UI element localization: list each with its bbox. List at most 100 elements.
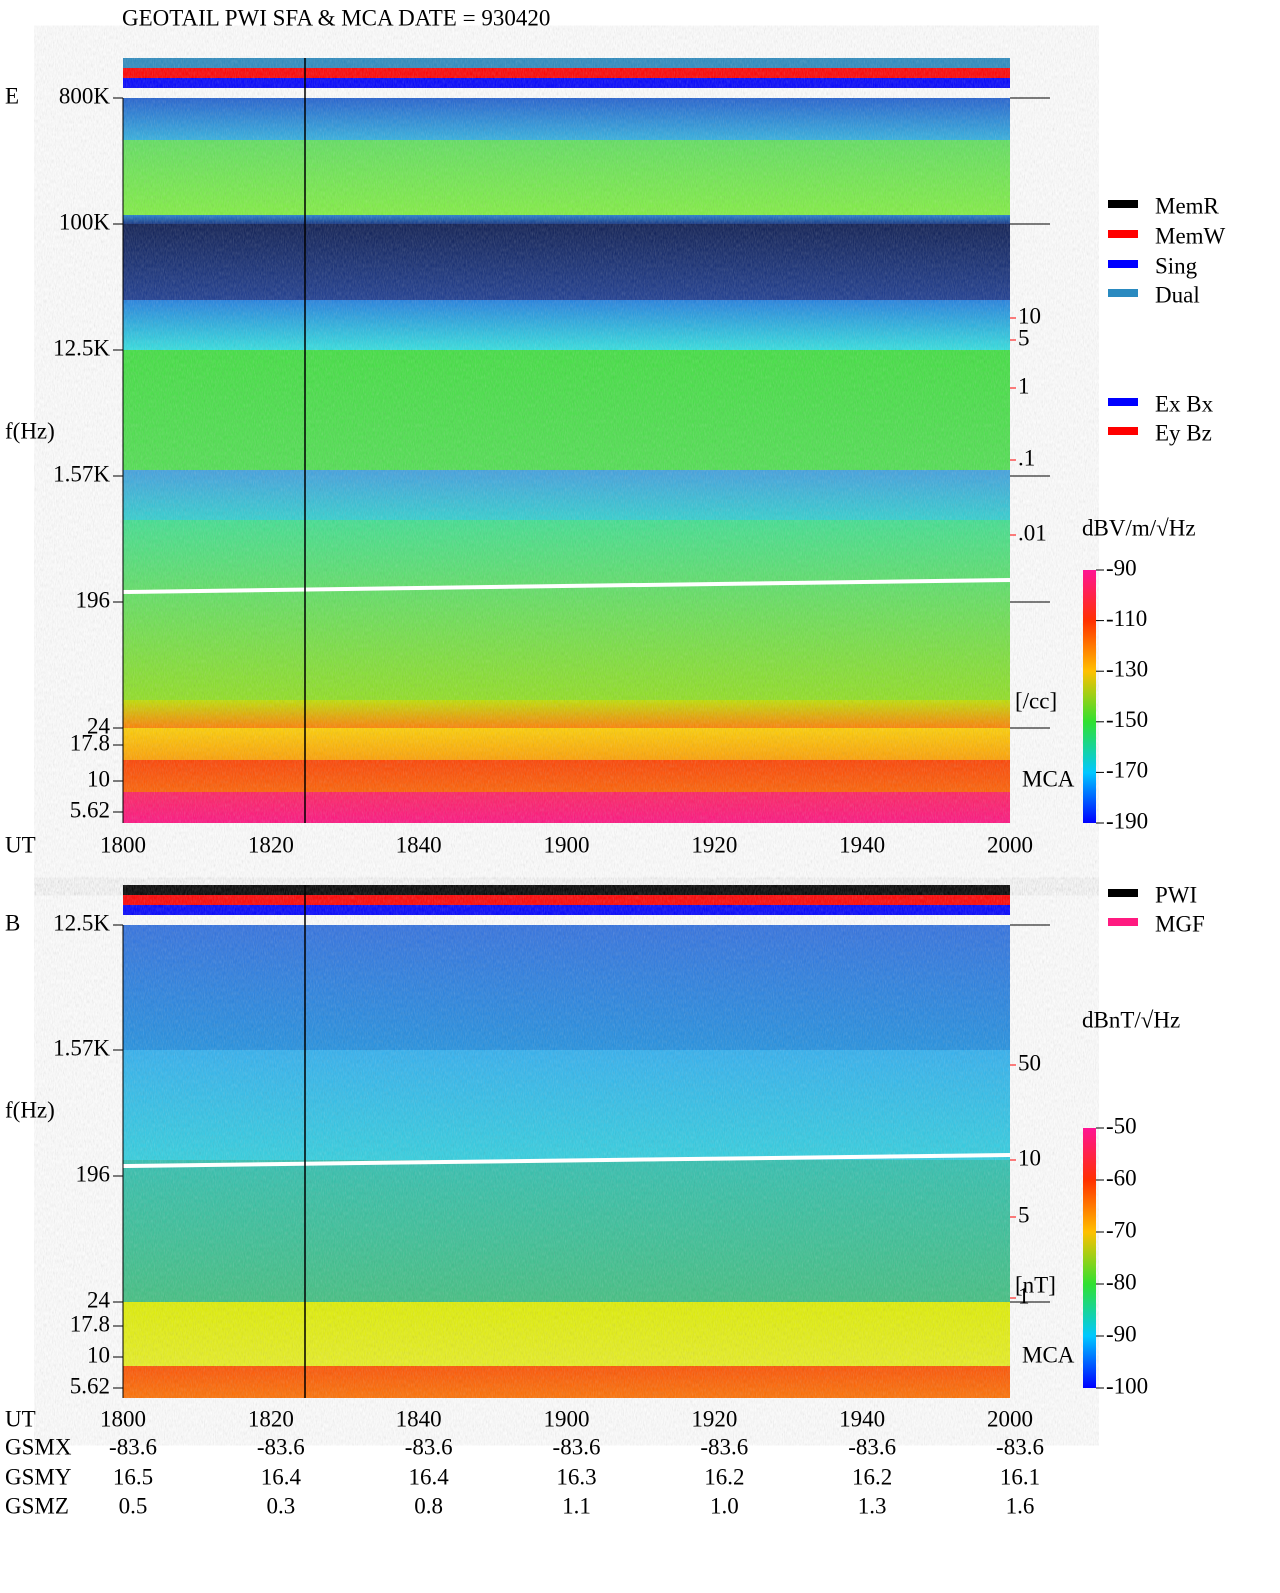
- time-tick-label: 1920: [691, 832, 737, 857]
- orbit-value: 16.2: [852, 1464, 892, 1489]
- colorbar-tick-label: -100: [1106, 1373, 1148, 1398]
- legend-label: Sing: [1155, 253, 1198, 278]
- freq-tick-label: 12.5K: [53, 335, 110, 360]
- freq-tick-label: 5.62: [70, 797, 110, 822]
- orbit-value: -83.6: [848, 1434, 896, 1459]
- freq-tick-label: 1.57K: [53, 1035, 110, 1060]
- freq-tick-label: 24: [87, 1287, 111, 1312]
- time-tick-label: 1900: [544, 1406, 590, 1431]
- orbit-label: GSMZ: [5, 1493, 69, 1518]
- orbit-value: 16.3: [556, 1464, 596, 1489]
- antenna-swatch: [1108, 427, 1138, 435]
- orbit-value: 16.5: [113, 1464, 153, 1489]
- time-tick-label: 1940: [839, 832, 885, 857]
- orbit-label: GSMY: [5, 1464, 72, 1489]
- time-tick-label: 1840: [396, 832, 442, 857]
- time-tick-label: 1840: [396, 1406, 442, 1431]
- scale-tick-label: 1: [1018, 1283, 1030, 1308]
- orbit-value: -83.6: [405, 1434, 453, 1459]
- orbit-value: -83.6: [257, 1434, 305, 1459]
- colorbar-tick-label: -80: [1106, 1269, 1137, 1294]
- colorbar-tick-label: -90: [1106, 555, 1137, 580]
- orbit-value: -83.6: [996, 1434, 1044, 1459]
- antenna-swatch: [1108, 398, 1138, 406]
- scale-tick-label: 50: [1018, 1050, 1041, 1075]
- antenna-label: Ex Bx: [1155, 391, 1214, 416]
- mode-bar: [123, 68, 1010, 78]
- scale-unit: [nT]: [1015, 1272, 1056, 1297]
- freq-tick-label: 10: [87, 766, 110, 791]
- scale-tick-label: 10: [1018, 303, 1041, 328]
- orbit-value: 16.1: [1000, 1464, 1040, 1489]
- colorbar-unit: dBnT/√Hz: [1082, 1007, 1180, 1032]
- colorbar-tick-label: -150: [1106, 707, 1148, 732]
- orbit-value: 0.8: [414, 1493, 443, 1518]
- freq-tick-label: 100K: [59, 209, 111, 234]
- freq-tick-label: 17.8: [70, 730, 110, 755]
- scale-tick-label: 5: [1018, 1202, 1030, 1227]
- orbit-value: 16.2: [704, 1464, 744, 1489]
- mode-bar: [123, 895, 1010, 905]
- orbit-value: 16.4: [261, 1464, 302, 1489]
- orbit-value: 1.0: [710, 1493, 739, 1518]
- freq-tick-label: 800K: [59, 83, 111, 108]
- legend-label: MemR: [1155, 193, 1220, 218]
- freq-tick-label: 1.57K: [53, 461, 110, 486]
- orbit-value: 0.3: [266, 1493, 295, 1518]
- component-label: E: [5, 83, 19, 108]
- time-tick-label: 1920: [691, 1406, 737, 1431]
- time-axis-label: UT: [5, 832, 36, 857]
- colorbar: [1083, 1128, 1096, 1388]
- orbit-value: 16.4: [409, 1464, 450, 1489]
- mode-bar: [123, 78, 1010, 88]
- freq-axis-label: f(Hz): [5, 418, 55, 443]
- time-tick-label: 1800: [100, 832, 146, 857]
- time-tick-label: 1900: [544, 832, 590, 857]
- orbit-label: GSMX: [5, 1434, 72, 1459]
- component-label: B: [5, 910, 20, 935]
- freq-axis-label: f(Hz): [5, 1097, 55, 1122]
- colorbar-tick-label: -70: [1106, 1217, 1137, 1242]
- scale-unit: [/cc]: [1015, 688, 1057, 713]
- orbit-value: -83.6: [553, 1434, 601, 1459]
- freq-tick-label: 196: [76, 1161, 111, 1186]
- time-tick-label: 2000: [987, 1406, 1033, 1431]
- orbit-value: 0.5: [119, 1493, 148, 1518]
- legend-label: PWI: [1155, 882, 1197, 907]
- time-tick-label: 1820: [248, 832, 294, 857]
- orbit-value: 1.6: [1006, 1493, 1035, 1518]
- legend-label: MemW: [1155, 223, 1226, 248]
- mca-label: MCA: [1022, 766, 1075, 791]
- mode-bar: [123, 905, 1010, 915]
- colorbar-tick-label: -90: [1106, 1321, 1137, 1346]
- scale-tick-label: 10: [1018, 1145, 1041, 1170]
- freq-tick-label: 12.5K: [53, 910, 110, 935]
- legend-label: MGF: [1155, 911, 1205, 936]
- orbit-value: -83.6: [700, 1434, 748, 1459]
- plasma-line: [122, 578, 1011, 594]
- colorbar-tick-label: -130: [1106, 656, 1148, 681]
- colorbar-tick-label: -50: [1106, 1113, 1137, 1138]
- legend-swatch: [1108, 230, 1138, 238]
- legend-swatch: [1108, 200, 1138, 208]
- scale-tick-label: 1: [1018, 373, 1030, 398]
- title: GEOTAIL PWI SFA & MCA DATE = 930420: [122, 5, 550, 30]
- time-tick-label: 1940: [839, 1406, 885, 1431]
- spectrogram-texture: [123, 98, 1010, 823]
- mode-bar: [123, 58, 1010, 68]
- freq-tick-label: 17.8: [70, 1311, 110, 1336]
- freq-tick-label: 196: [76, 587, 111, 612]
- antenna-label: Ey Bz: [1155, 420, 1212, 445]
- colorbar: [1083, 570, 1096, 823]
- freq-tick-label: 5.62: [70, 1373, 110, 1398]
- orbit-value: -83.6: [109, 1434, 157, 1459]
- legend-swatch: [1108, 889, 1138, 897]
- scale-tick-label: .01: [1018, 520, 1047, 545]
- colorbar-tick-label: -110: [1106, 606, 1147, 631]
- mode-bar: [123, 885, 1010, 895]
- time-tick-label: 2000: [987, 832, 1033, 857]
- colorbar-tick-label: -60: [1106, 1165, 1137, 1190]
- legend-swatch: [1108, 289, 1138, 297]
